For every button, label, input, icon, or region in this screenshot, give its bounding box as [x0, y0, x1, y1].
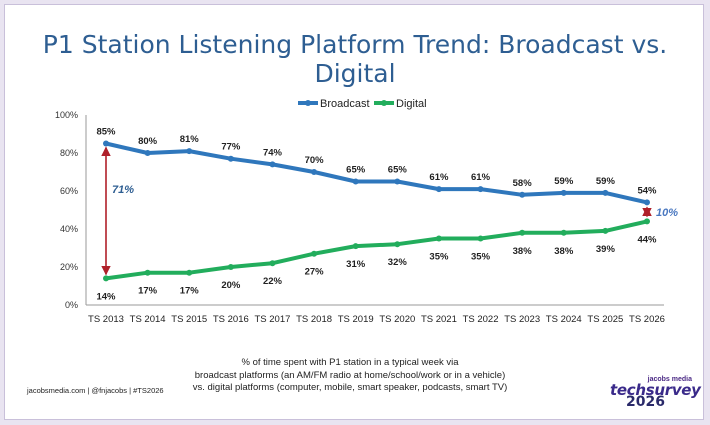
- data-label-digital: 35%: [471, 252, 491, 263]
- data-label-broadcast: 77%: [221, 142, 241, 153]
- caption-line-3: vs. digital platforms (computer, mobile,…: [192, 382, 508, 393]
- data-point-broadcast: [269, 161, 276, 168]
- x-tick-label: TS 2022: [463, 314, 499, 325]
- legend-label-broadcast: Broadcast: [320, 98, 370, 110]
- legend-marker-digital: [381, 100, 387, 106]
- data-label-digital: 14%: [96, 291, 116, 302]
- data-point-digital: [435, 235, 442, 242]
- data-label-broadcast: 65%: [346, 165, 366, 176]
- series-line-digital: [105, 219, 648, 281]
- data-point-broadcast: [560, 189, 567, 196]
- data-label-digital: 39%: [596, 244, 616, 255]
- logo-name: techsurvey: [610, 381, 701, 399]
- x-tick-label: TS 2024: [546, 314, 582, 325]
- series-line-broadcast: [105, 141, 648, 205]
- data-label-broadcast: 54%: [637, 185, 657, 196]
- y-tick-label: 100%: [55, 110, 78, 120]
- data-point-broadcast: [227, 155, 234, 162]
- data-label-digital: 17%: [138, 286, 158, 297]
- caption-line-1: % of time spent with P1 station in a typ…: [241, 357, 459, 368]
- data-label-broadcast: 85%: [96, 127, 116, 138]
- x-tick-label: TS 2025: [587, 314, 623, 325]
- y-tick-label: 0%: [65, 300, 78, 310]
- x-tick-label: TS 2016: [213, 314, 249, 325]
- x-tick-label: TS 2015: [171, 314, 207, 325]
- x-tick-label: TS 2020: [379, 314, 415, 325]
- slide-frame: [4, 4, 704, 420]
- data-point-broadcast: [602, 189, 609, 196]
- data-label-digital: 32%: [388, 257, 408, 268]
- data-label-digital: 38%: [554, 246, 574, 257]
- data-point-digital: [227, 264, 234, 270]
- footer-credits: jacobsmedia.com | @fnjacobs | #TS2026: [27, 386, 164, 395]
- data-point-broadcast: [477, 186, 484, 193]
- techsurvey-logo: jacobs media techsurvey 2026: [606, 376, 701, 410]
- data-label-digital: 20%: [221, 280, 241, 291]
- legend-marker-broadcast: [305, 100, 311, 106]
- data-label-broadcast: 81%: [180, 134, 200, 145]
- data-label-digital: 44%: [637, 234, 657, 245]
- data-label-broadcast: 74%: [263, 147, 283, 158]
- data-label-digital: 17%: [180, 286, 200, 297]
- y-tick-label: 40%: [60, 224, 78, 234]
- y-tick-label: 60%: [60, 186, 78, 196]
- data-point-digital: [477, 235, 484, 242]
- data-label-broadcast: 59%: [554, 176, 574, 187]
- data-point-broadcast: [144, 150, 151, 156]
- data-point-broadcast: [435, 186, 442, 193]
- data-label-digital: 27%: [305, 267, 325, 278]
- data-label-broadcast: 80%: [138, 136, 158, 147]
- caption-line-2: broadcast platforms (an AM/FM radio at h…: [194, 369, 506, 381]
- data-label-broadcast: 59%: [596, 176, 616, 187]
- data-label-broadcast: 70%: [305, 155, 325, 166]
- data-point-broadcast: [352, 178, 359, 185]
- x-tick-label: TS 2023: [504, 314, 540, 325]
- data-point-digital: [519, 229, 526, 236]
- x-tick-label: TS 2014: [130, 314, 166, 325]
- y-tick-label: 20%: [60, 262, 78, 272]
- data-point-broadcast: [186, 148, 193, 155]
- data-point-digital: [644, 218, 650, 225]
- data-point-broadcast: [394, 178, 401, 185]
- x-tick-label: TS 2018: [296, 314, 332, 325]
- chart-title: P1 Station Listening Platform Trend: Bro…: [42, 30, 668, 88]
- x-tick-label: TS 2026: [629, 314, 665, 325]
- chart-caption: % of time spent with P1 station in a typ…: [180, 357, 520, 395]
- x-tick-label: TS 2021: [421, 314, 457, 325]
- data-point-broadcast: [519, 191, 526, 198]
- data-point-broadcast: [644, 199, 650, 206]
- data-point-digital: [269, 260, 276, 267]
- data-label-digital: 22%: [263, 276, 283, 287]
- data-point-digital: [144, 269, 151, 276]
- data-point-digital: [186, 269, 193, 276]
- legend-label-digital: Digital: [396, 98, 427, 110]
- x-tick-label: TS 2013: [88, 314, 124, 325]
- data-label-broadcast: 61%: [429, 172, 449, 183]
- data-point-broadcast: [311, 169, 318, 175]
- data-label-broadcast: 65%: [388, 165, 408, 176]
- y-tick-label: 80%: [60, 148, 78, 158]
- data-point-digital: [103, 275, 109, 282]
- x-tick-label: TS 2017: [255, 314, 291, 325]
- data-label-broadcast: 61%: [471, 172, 491, 183]
- data-point-digital: [311, 250, 318, 257]
- data-label-digital: 35%: [429, 252, 449, 263]
- data-point-digital: [602, 227, 609, 234]
- data-label-broadcast: 58%: [513, 178, 533, 189]
- gap-annotation-start: 71%: [112, 184, 134, 196]
- data-point-digital: [352, 243, 359, 250]
- logo-brand: jacobs media: [647, 376, 692, 383]
- logo-year: 2026: [626, 394, 665, 410]
- data-point-digital: [394, 241, 401, 248]
- x-tick-label: TS 2019: [338, 314, 374, 325]
- data-label-digital: 38%: [513, 246, 533, 257]
- data-point-broadcast: [103, 140, 109, 147]
- data-point-digital: [560, 229, 567, 236]
- gap-annotation-end: 10%: [656, 207, 678, 219]
- data-label-digital: 31%: [346, 259, 366, 270]
